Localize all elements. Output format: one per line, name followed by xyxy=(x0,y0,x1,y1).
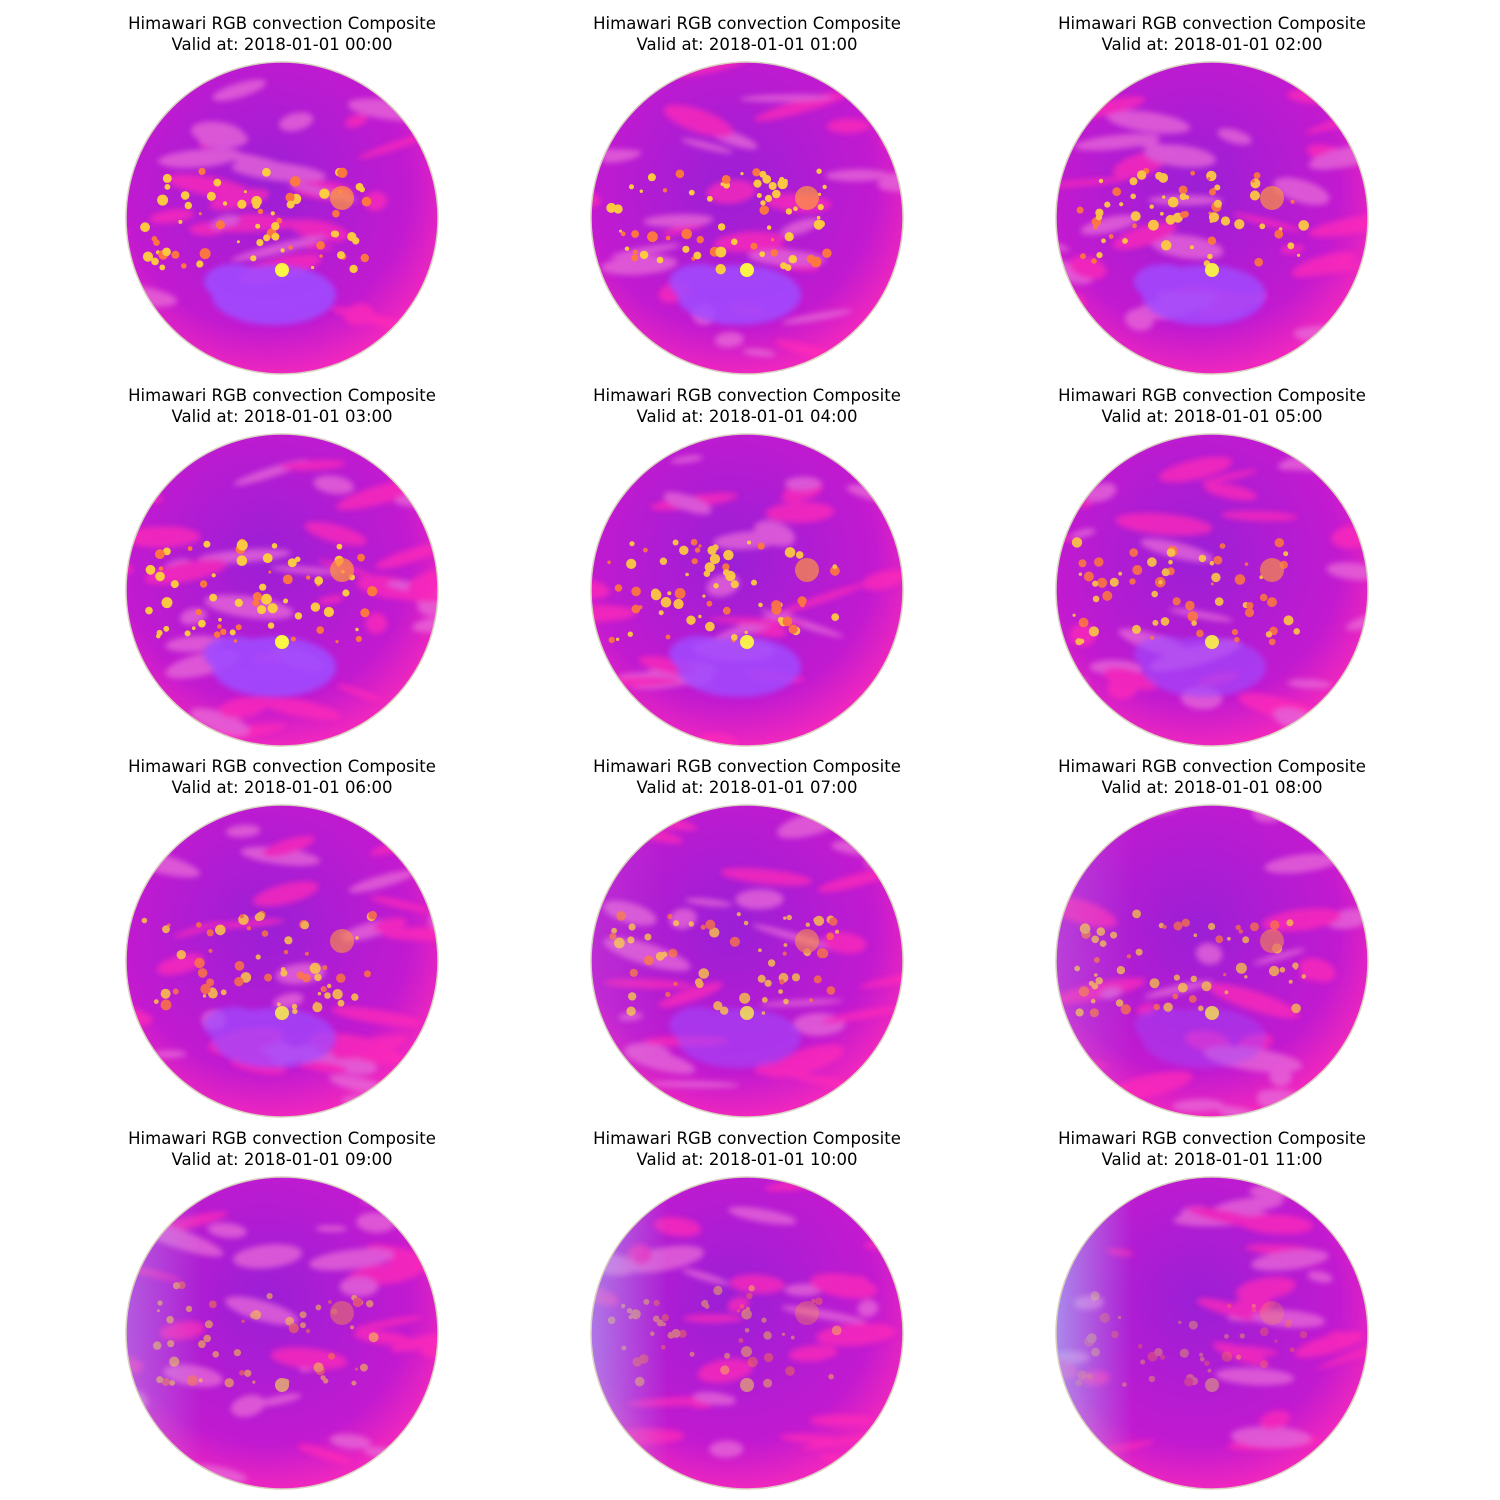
panel-title-text: Himawari RGB convection Composite xyxy=(1058,757,1366,776)
panel-valid-time: Valid at: 2018-01-01 10:00 xyxy=(636,1150,858,1169)
panel-title: Himawari RGB convection Composite Valid a… xyxy=(1012,13,1412,55)
panel-title: Himawari RGB convection Composite Valid a… xyxy=(547,385,947,427)
satellite-globe-image xyxy=(125,61,439,375)
panel-title: Himawari RGB convection Composite Valid a… xyxy=(1012,756,1412,798)
satellite-globe-image xyxy=(1055,1176,1369,1490)
satellite-globe-image xyxy=(590,804,904,1118)
panel-valid-time: Valid at: 2018-01-01 02:00 xyxy=(1101,35,1323,54)
panel-title: Himawari RGB convection Composite Valid a… xyxy=(1012,385,1412,427)
panel-valid-time: Valid at: 2018-01-01 06:00 xyxy=(171,778,393,797)
panel-valid-time: Valid at: 2018-01-01 11:00 xyxy=(1101,1150,1323,1169)
panel-title-text: Himawari RGB convection Composite xyxy=(128,386,436,405)
panel-title-text: Himawari RGB convection Composite xyxy=(1058,386,1366,405)
satellite-globe-image xyxy=(125,433,439,747)
panel-valid-time: Valid at: 2018-01-01 04:00 xyxy=(636,407,858,426)
panel-1: Himawari RGB convection Composite Valid a… xyxy=(547,0,947,375)
panel-title-text: Himawari RGB convection Composite xyxy=(1058,1129,1366,1148)
panel-valid-time: Valid at: 2018-01-01 00:00 xyxy=(171,35,393,54)
panel-title: Himawari RGB convection Composite Valid a… xyxy=(547,13,947,55)
panel-2: Himawari RGB convection Composite Valid a… xyxy=(1012,0,1412,375)
panel-title: Himawari RGB convection Composite Valid a… xyxy=(82,756,482,798)
panel-title-text: Himawari RGB convection Composite xyxy=(128,14,436,33)
panel-9: Himawari RGB convection Composite Valid a… xyxy=(82,1115,482,1490)
satellite-globe-image xyxy=(1055,61,1369,375)
panel-title: Himawari RGB convection Composite Valid a… xyxy=(82,1128,482,1170)
panel-title: Himawari RGB convection Composite Valid a… xyxy=(82,385,482,427)
panel-valid-time: Valid at: 2018-01-01 01:00 xyxy=(636,35,858,54)
panel-11: Himawari RGB convection Composite Valid a… xyxy=(1012,1115,1412,1490)
panel-3: Himawari RGB convection Composite Valid a… xyxy=(82,372,482,747)
panel-6: Himawari RGB convection Composite Valid a… xyxy=(82,743,482,1118)
panel-title-text: Himawari RGB convection Composite xyxy=(128,1129,436,1148)
panel-title-text: Himawari RGB convection Composite xyxy=(593,1129,901,1148)
panel-valid-time: Valid at: 2018-01-01 03:00 xyxy=(171,407,393,426)
panel-title-text: Himawari RGB convection Composite xyxy=(593,757,901,776)
panel-title: Himawari RGB convection Composite Valid a… xyxy=(547,1128,947,1170)
satellite-globe-image xyxy=(1055,433,1369,747)
satellite-globe-image xyxy=(125,804,439,1118)
panel-valid-time: Valid at: 2018-01-01 07:00 xyxy=(636,778,858,797)
panel-10: Himawari RGB convection Composite Valid a… xyxy=(547,1115,947,1490)
satellite-globe-image xyxy=(1055,804,1369,1118)
satellite-globe-image xyxy=(590,61,904,375)
panel-valid-time: Valid at: 2018-01-01 08:00 xyxy=(1101,778,1323,797)
panel-title-text: Himawari RGB convection Composite xyxy=(128,757,436,776)
panel-title-text: Himawari RGB convection Composite xyxy=(593,386,901,405)
panel-title-text: Himawari RGB convection Composite xyxy=(1058,14,1366,33)
panel-valid-time: Valid at: 2018-01-01 05:00 xyxy=(1101,407,1323,426)
panel-valid-time: Valid at: 2018-01-01 09:00 xyxy=(171,1150,393,1169)
panel-8: Himawari RGB convection Composite Valid a… xyxy=(1012,743,1412,1118)
panel-title: Himawari RGB convection Composite Valid a… xyxy=(1012,1128,1412,1170)
panel-0: Himawari RGB convection Composite Valid a… xyxy=(82,0,482,375)
satellite-globe-image xyxy=(590,1176,904,1490)
satellite-globe-image xyxy=(590,433,904,747)
panel-title: Himawari RGB convection Composite Valid a… xyxy=(547,756,947,798)
panel-7: Himawari RGB convection Composite Valid a… xyxy=(547,743,947,1118)
panel-title-text: Himawari RGB convection Composite xyxy=(593,14,901,33)
panel-title: Himawari RGB convection Composite Valid a… xyxy=(82,13,482,55)
panel-4: Himawari RGB convection Composite Valid a… xyxy=(547,372,947,747)
panel-5: Himawari RGB convection Composite Valid a… xyxy=(1012,372,1412,747)
satellite-globe-image xyxy=(125,1176,439,1490)
